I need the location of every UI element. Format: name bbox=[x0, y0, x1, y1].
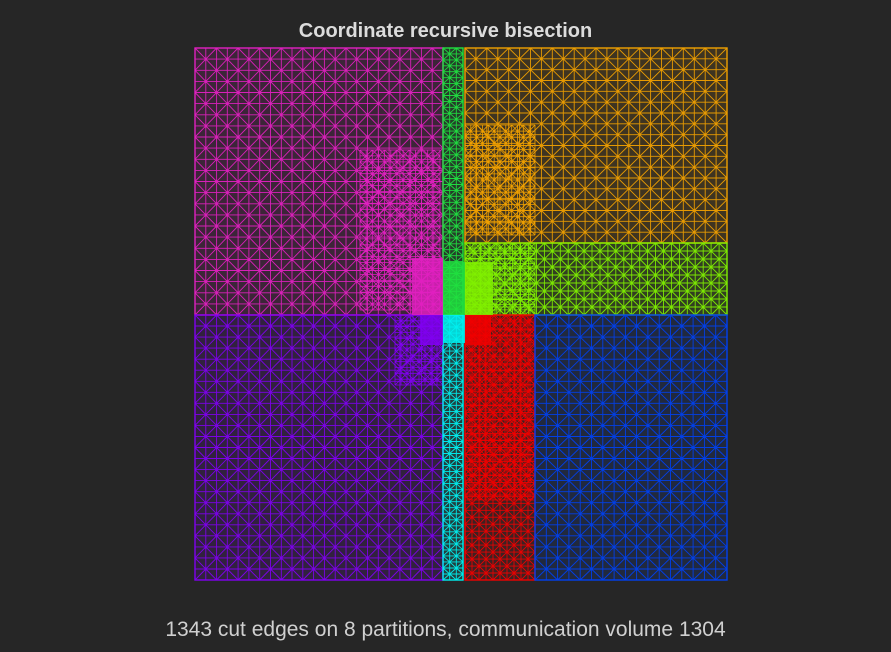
center-refinement-3 bbox=[443, 262, 465, 315]
center-refinement-5 bbox=[420, 315, 443, 345]
center-refinement-1 bbox=[412, 258, 443, 315]
center-refinement-6 bbox=[443, 315, 465, 343]
partition-5-refined-mesh bbox=[394, 314, 444, 386]
figure-title: Coordinate recursive bisection bbox=[298, 20, 593, 42]
partition-8-boundary bbox=[534, 314, 728, 581]
center-refinement-4 bbox=[465, 262, 493, 315]
center-refinement-7 bbox=[465, 315, 491, 345]
figure-caption: 1343 cut edges on 8 partitions, communic… bbox=[165, 618, 726, 641]
